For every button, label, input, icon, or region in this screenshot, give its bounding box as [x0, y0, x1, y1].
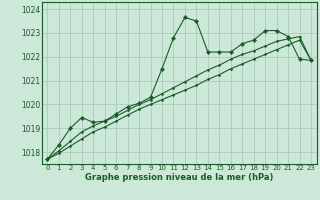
- X-axis label: Graphe pression niveau de la mer (hPa): Graphe pression niveau de la mer (hPa): [85, 173, 273, 182]
